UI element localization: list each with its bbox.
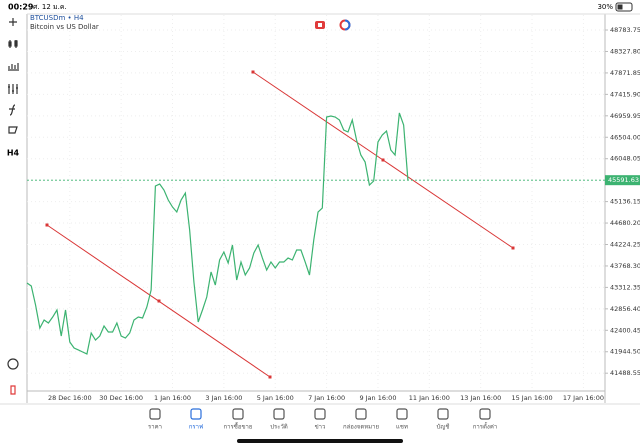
y-tick-label: 46504.00 (610, 133, 640, 141)
symbol-description: Bitcoin vs US Dollar (30, 23, 99, 31)
y-tick-label: 47871.85 (610, 69, 640, 77)
trendline-handle[interactable] (268, 375, 272, 379)
tab-label: กล่องจดหมาย (343, 424, 379, 431)
trade-icon-inner (318, 23, 322, 27)
tab-icon (273, 408, 285, 420)
y-tick-label: 42400.45 (610, 326, 640, 334)
tab-label: ราคา (148, 424, 162, 431)
y-tick-label: 47415.90 (610, 90, 640, 98)
tab-icon (149, 408, 161, 420)
crosshair-tool[interactable] (9, 18, 17, 26)
tab[interactable]: ราคา (148, 408, 162, 431)
battery-level (617, 4, 623, 10)
one-click-icon-half (344, 19, 351, 31)
status-date: ศ. 12 ม.ค. (33, 3, 67, 11)
tab[interactable]: บัญชี (437, 408, 450, 431)
indicators-tool[interactable] (8, 63, 19, 71)
y-tick-label: 48783.75 (610, 26, 640, 34)
trendline-handle[interactable] (381, 158, 385, 162)
tab-label: ประวัติ (270, 424, 288, 431)
y-tick-label: 42856.40 (610, 305, 640, 313)
tab-label: กราฟ (189, 424, 203, 431)
x-tick-label: 9 Jan 16:00 (359, 394, 396, 402)
y-tick-label: 46959.95 (610, 112, 640, 120)
x-tick-label: 13 Jan 16:00 (460, 394, 501, 402)
tab-icon (232, 408, 244, 420)
current-price-box (605, 175, 640, 186)
tab-icon (479, 408, 491, 420)
x-tick-label: 30 Dec 16:00 (99, 394, 143, 402)
x-tick-label: 7 Jan 16:00 (308, 394, 345, 402)
x-tick-label: 17 Jan 16:00 (563, 394, 604, 402)
y-tick-label: 41944.50 (610, 348, 640, 356)
tab[interactable]: การซื้อขาย (224, 408, 253, 431)
trade-tool[interactable] (10, 385, 16, 395)
tab[interactable]: กล่องจดหมาย (343, 408, 379, 431)
tab[interactable]: ประวัติ (270, 408, 288, 431)
tab-icon (190, 408, 202, 420)
price-line (26, 112, 409, 355)
tab[interactable]: ข่าว (314, 408, 326, 431)
tab-label: การตั้งค่า (473, 421, 497, 431)
history-tool[interactable] (7, 358, 19, 370)
current-price-label: 45591.63 (608, 176, 639, 184)
tab-label: แชท (396, 424, 408, 431)
y-tick-label: 48327.80 (610, 47, 640, 55)
x-tick-label: 11 Jan 16:00 (409, 394, 450, 402)
chart-type-tool[interactable] (8, 40, 18, 48)
x-tick-label: 15 Jan 16:00 (511, 394, 552, 402)
trendline-handle[interactable] (45, 223, 49, 227)
y-tick-label: 43768.30 (610, 262, 640, 270)
tab[interactable]: แชท (396, 408, 408, 431)
y-tick-label: 44680.20 (610, 219, 640, 227)
x-tick-label: 28 Dec 16:00 (48, 394, 92, 402)
tab-icon (314, 408, 326, 420)
battery-icon (615, 2, 633, 12)
symbol-title[interactable]: BTCUSDm • H4 (30, 14, 84, 22)
shapes-tool[interactable] (8, 126, 18, 134)
y-tick-label: 46048.05 (610, 155, 640, 163)
tab-icon (437, 408, 449, 420)
tab-label: ข่าว (315, 424, 326, 431)
y-tick-label: 41488.55 (610, 369, 640, 377)
tab-icon (396, 408, 408, 420)
trendline-handle[interactable] (511, 246, 515, 250)
status-battery: 30% (597, 3, 613, 11)
settings-tool[interactable] (8, 84, 18, 94)
x-tick-label: 3 Jan 16:00 (205, 394, 242, 402)
y-tick-label: 44224.25 (610, 241, 640, 249)
status-time: 00:29 (8, 3, 34, 12)
timeframe-button[interactable]: H4 (7, 149, 20, 158)
tab-label: บัญชี (437, 423, 450, 431)
x-tick-label: 1 Jan 16:00 (154, 394, 191, 402)
trendline-handle[interactable] (157, 299, 161, 303)
tab[interactable]: กราฟ (189, 408, 203, 431)
tab-label: การซื้อขาย (224, 421, 253, 431)
tab[interactable]: การตั้งค่า (473, 408, 497, 431)
function-tool[interactable] (9, 104, 16, 116)
y-tick-label: 45136.15 (610, 198, 640, 206)
tab-icon (355, 408, 367, 420)
x-tick-label: 5 Jan 16:00 (257, 394, 294, 402)
y-tick-label: 43312.35 (610, 283, 640, 291)
home-indicator (237, 439, 403, 443)
trendline-handle[interactable] (251, 70, 255, 74)
